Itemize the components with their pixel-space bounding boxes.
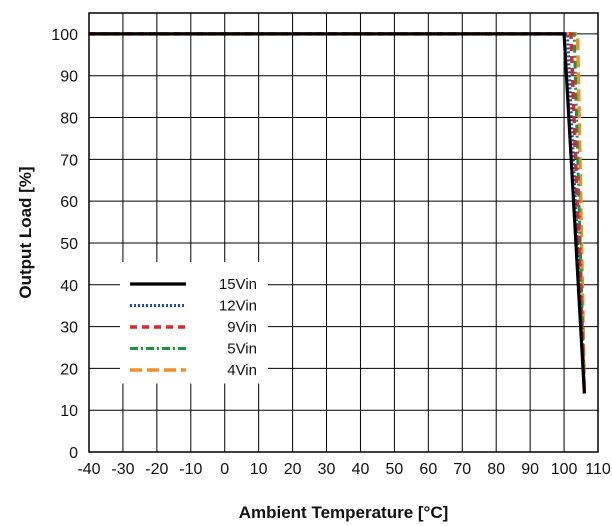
legend-label-4vin: 4Vin [227,362,257,379]
legend-label-5vin: 5Vin [227,341,257,358]
y-tick-label: 10 [60,403,78,420]
legend-box [120,262,268,384]
x-tick-label: 0 [220,461,229,478]
x-tick-label: 50 [386,461,404,478]
legend-label-9vin: 9Vin [227,319,257,336]
legend: 15Vin 12Vin 9Vin 5Vin 4Vin [120,262,268,384]
x-tick-label: -20 [145,461,168,478]
y-tick-label: 50 [60,236,78,253]
x-axis-title: Ambient Temperature [°C] [239,503,449,522]
x-tick-label: 100 [551,461,578,478]
y-tick-label: 20 [60,361,78,378]
x-tick-label: 60 [419,461,437,478]
y-tick-label: 30 [60,320,78,337]
y-tick-label: 0 [69,445,78,462]
x-tick-label: 20 [284,461,302,478]
legend-label-12vin: 12Vin [219,298,257,315]
series-lines [89,32,587,394]
x-tick-label: 90 [521,461,539,478]
y-tick-label: 80 [60,111,78,128]
x-tick-label: 40 [352,461,370,478]
x-tick-label: -40 [77,461,100,478]
x-axis-ticks: -40 -30 -20 -10 0 10 20 30 40 50 60 70 80 90 100 110 [77,461,610,478]
y-tick-label: 70 [60,152,78,169]
grid-lines [88,13,599,453]
x-tick-label: 10 [250,461,268,478]
series-line-15vin [89,32,586,394]
plot-frame [88,12,599,453]
x-tick-label: 110 [585,461,611,478]
y-axis-ticks: 0 10 20 30 40 50 60 70 80 90 100 [51,27,78,462]
legend-label-15vin: 15Vin [219,276,257,293]
x-tick-label: 70 [453,461,471,478]
x-tick-label: 80 [487,461,505,478]
y-tick-label: 90 [60,69,78,86]
x-tick-label: -30 [111,461,134,478]
y-tick-label: 40 [60,278,78,295]
y-axis-title: Output Load [%] [16,166,35,298]
y-tick-label: 100 [51,27,78,44]
x-tick-label: 30 [318,461,336,478]
x-tick-label: -10 [179,461,202,478]
y-tick-label: 60 [60,194,78,211]
